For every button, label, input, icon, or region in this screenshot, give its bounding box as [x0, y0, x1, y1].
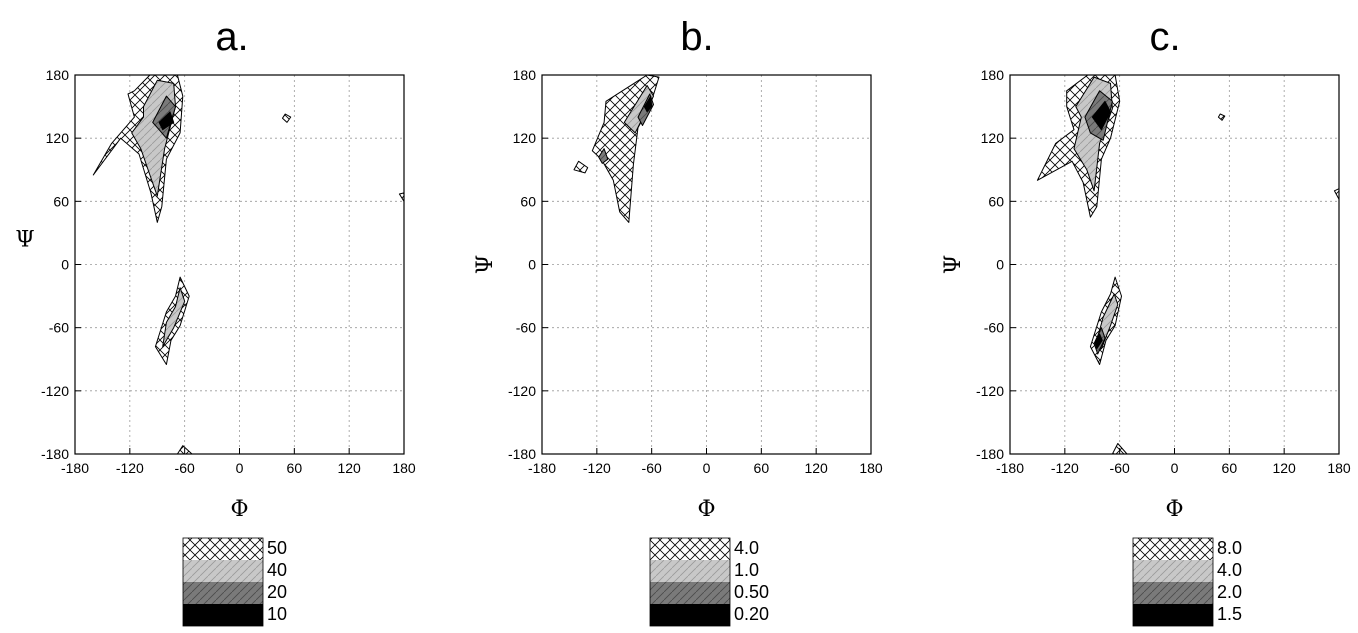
- y-tick-label: 60: [53, 193, 69, 209]
- x-tick-label: 60: [754, 460, 770, 476]
- x-tick-label: 180: [859, 460, 883, 476]
- legend-label: 2.0: [1217, 582, 1242, 602]
- x-tick-label: -180: [528, 460, 556, 476]
- x-tick-label: 60: [1222, 460, 1238, 476]
- y-tick-label: 0: [528, 257, 536, 273]
- y-tick-label: 180: [46, 67, 70, 83]
- x-tick-label: 0: [703, 460, 711, 476]
- y-tick-label: 120: [513, 130, 537, 146]
- legend-label: 10: [267, 604, 287, 624]
- contour-region-level-0: [282, 113, 292, 123]
- contour-region-level-1: [162, 287, 186, 348]
- contour-region-level-3: [1094, 333, 1103, 350]
- legend-swatch: [183, 604, 263, 626]
- y-tick-label: 60: [520, 193, 536, 209]
- legend-label: 20: [267, 582, 287, 602]
- x-axis-label: Φ: [1165, 497, 1183, 522]
- x-tick-label: 60: [287, 460, 303, 476]
- panel-1: a. -180 -120 -60 0 60 120 180 180 120 60 0 -60 -120 -1…: [15, 15, 416, 627]
- contour-region-level-0: [1217, 113, 1226, 121]
- y-tick-label: -60: [984, 320, 1004, 336]
- legend-swatch: [650, 582, 730, 604]
- contour-region-level-3: [158, 111, 175, 131]
- x-tick-label: -60: [175, 460, 195, 476]
- y-tick-label: -120: [508, 383, 536, 399]
- legend-label: 1.5: [1217, 604, 1242, 624]
- legend-frame: [1132, 537, 1214, 627]
- legend-swatch: [1133, 560, 1213, 582]
- legend-swatch: [183, 538, 263, 560]
- y-tick-label: -60: [516, 320, 536, 336]
- panel-title: a.: [215, 15, 248, 59]
- legend-frame: [182, 537, 264, 627]
- legend-label: 1.0: [734, 560, 759, 580]
- x-tick-label: -120: [1051, 460, 1079, 476]
- legend-label: 0.50: [734, 582, 769, 602]
- x-tick-label: 0: [236, 460, 244, 476]
- legend-label: 40: [267, 560, 287, 580]
- x-tick-label: -60: [1110, 460, 1130, 476]
- legend-label: 8.0: [1217, 538, 1242, 558]
- x-tick-label: -120: [583, 460, 611, 476]
- y-tick-label: 0: [996, 257, 1004, 273]
- legend-swatch: [650, 538, 730, 560]
- y-tick-label: 60: [988, 193, 1004, 209]
- x-tick-label: 120: [804, 460, 828, 476]
- y-tick-label: -120: [41, 383, 69, 399]
- legend-label: 0.20: [734, 604, 769, 624]
- legend-label: 4.0: [734, 538, 759, 558]
- x-tick-label: -120: [116, 460, 144, 476]
- y-tick-label: -180: [976, 446, 1004, 462]
- contour-region-level-1: [623, 85, 654, 134]
- panel-3: c. -180 -120 -60 0 60 120 180 180 120 60 0 -60 -120 -1…: [941, 15, 1351, 627]
- x-tick-label: 180: [1327, 460, 1351, 476]
- x-tick-label: 0: [1171, 460, 1179, 476]
- x-tick-label: -180: [996, 460, 1024, 476]
- y-tick-label: 180: [513, 67, 537, 83]
- panel-2: b. -180 -120 -60 0 60 120 180 180 120 60 0 -60 -120 -1…: [473, 15, 883, 627]
- y-tick-label: 120: [46, 130, 70, 146]
- y-axis-label: Ψ: [941, 255, 966, 274]
- x-tick-label: -180: [61, 460, 89, 476]
- y-axis-label: Ψ: [473, 255, 498, 274]
- x-axis-label: Φ: [230, 497, 248, 522]
- x-tick-label: 120: [1272, 460, 1296, 476]
- y-axis-label: Ψ: [15, 228, 34, 253]
- contour-region-level-3: [1091, 100, 1111, 131]
- legend-label: 4.0: [1217, 560, 1242, 580]
- contour-region-level-2: [598, 148, 609, 164]
- legend-swatch: [1133, 538, 1213, 560]
- contour-region-level-3: [643, 95, 653, 113]
- legend-swatch: [183, 582, 263, 604]
- legend-swatch: [1133, 582, 1213, 604]
- y-tick-label: -180: [41, 446, 69, 462]
- legend-swatch: [650, 604, 730, 626]
- contour-region-level-0: [1333, 188, 1340, 200]
- panel-title: c.: [1149, 15, 1180, 59]
- x-tick-label: 120: [337, 460, 361, 476]
- legend-swatch: [1133, 604, 1213, 626]
- legend-swatch: [183, 560, 263, 582]
- x-axis-label: Φ: [697, 497, 715, 522]
- y-tick-label: 120: [981, 130, 1005, 146]
- y-tick-label: -180: [508, 446, 536, 462]
- y-tick-label: 0: [61, 257, 69, 273]
- panel-title: b.: [680, 15, 713, 59]
- y-tick-label: 180: [981, 67, 1005, 83]
- x-tick-label: 180: [392, 460, 416, 476]
- legend-swatch: [650, 560, 730, 582]
- contour-region-level-0: [398, 192, 405, 202]
- y-tick-label: -120: [976, 383, 1004, 399]
- x-tick-label: -60: [642, 460, 662, 476]
- legend-label: 50: [267, 538, 287, 558]
- contour-region-level-0: [573, 160, 589, 174]
- y-tick-label: -60: [49, 320, 69, 336]
- legend-frame: [649, 537, 731, 627]
